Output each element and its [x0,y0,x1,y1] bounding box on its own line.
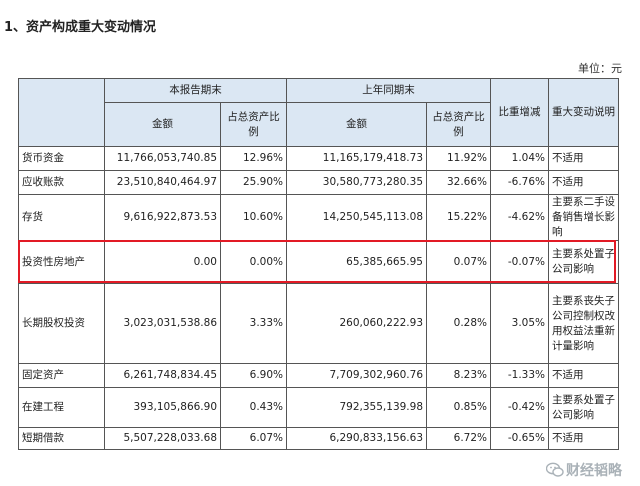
table-row: 存货 9,616,922,873.53 10.60% 14,250,545,11… [18,194,619,241]
row-item: 短期借款 [18,427,105,450]
row-current-amount: 23,510,840,464.97 [104,170,221,195]
row-ratio-change: -6.76% [490,170,549,195]
row-prior-share: 15.22% [426,194,491,241]
table-row: 在建工程 393,105,866.90 0.43% 792,355,139.98… [18,387,619,428]
row-prior-amount: 65,385,665.95 [286,240,427,284]
watermark-text: 财经韬略 [566,463,622,479]
row-explanation: 主要系处置子公司影响 [548,240,619,284]
row-item: 货币资金 [18,146,105,171]
header-prior-share: 占总资产比例 [426,102,491,147]
row-prior-share: 6.72% [426,427,491,450]
row-prior-share: 0.85% [426,387,491,428]
row-explanation: 主要系二手设备销售增长影响 [548,194,619,241]
row-prior-amount: 6,290,833,156.63 [286,427,427,450]
row-prior-share: 0.28% [426,283,491,364]
header-prior-amount: 金额 [286,102,427,147]
row-ratio-change: -0.42% [490,387,549,428]
row-prior-amount: 30,580,773,280.35 [286,170,427,195]
row-explanation: 主要系丧失子公司控制权改用权益法重新计量影响 [548,283,619,364]
row-ratio-change: -1.33% [490,363,549,388]
row-prior-share: 11.92% [426,146,491,171]
header-explanation: 重大变动说明 [548,78,619,147]
row-current-share: 3.33% [220,283,287,364]
row-current-amount: 3,023,031,538.86 [104,283,221,364]
wechat-icon [546,462,564,477]
row-explanation: 不适用 [548,363,619,388]
row-item: 投资性房地产 [18,240,105,284]
row-explanation: 不适用 [548,170,619,195]
row-ratio-change: -0.65% [490,427,549,450]
header-current-amount: 金额 [104,102,221,147]
row-prior-amount: 792,355,139.98 [286,387,427,428]
table-row: 投资性房地产 0.00 0.00% 65,385,665.95 0.07% -0… [18,240,619,284]
row-prior-amount: 14,250,545,113.08 [286,194,427,241]
row-current-amount: 0.00 [104,240,221,284]
row-prior-share: 0.07% [426,240,491,284]
row-current-share: 25.90% [220,170,287,195]
table-row: 货币资金 11,766,053,740.85 12.96% 11,165,179… [18,146,619,171]
header-item [18,78,105,147]
row-explanation: 不适用 [548,427,619,450]
row-current-amount: 11,766,053,740.85 [104,146,221,171]
header-current-period: 本报告期末 [104,78,287,103]
unit-label: 单位：元 [578,62,622,75]
row-prior-share: 8.23% [426,363,491,388]
row-prior-amount: 7,709,302,960.76 [286,363,427,388]
row-current-share: 6.90% [220,363,287,388]
table-row: 短期借款 5,507,228,033.68 6.07% 6,290,833,15… [18,427,619,450]
row-item: 应收账款 [18,170,105,195]
row-prior-amount: 11,165,179,418.73 [286,146,427,171]
row-ratio-change: -4.62% [490,194,549,241]
section-heading: 1、资产构成重大变动情况 [4,20,157,35]
row-explanation: 主要系处置子公司影响 [548,387,619,428]
row-explanation: 不适用 [548,146,619,171]
row-current-amount: 9,616,922,873.53 [104,194,221,241]
row-current-share: 6.07% [220,427,287,450]
row-prior-share: 32.66% [426,170,491,195]
header-current-share: 占总资产比例 [220,102,287,147]
row-ratio-change: -0.07% [490,240,549,284]
row-item: 在建工程 [18,387,105,428]
row-prior-amount: 260,060,222.93 [286,283,427,364]
row-current-share: 10.60% [220,194,287,241]
row-current-share: 0.43% [220,387,287,428]
table-row: 应收账款 23,510,840,464.97 25.90% 30,580,773… [18,170,619,195]
row-current-share: 0.00% [220,240,287,284]
header-prior-period: 上年同期末 [286,78,491,103]
row-current-amount: 6,261,748,834.45 [104,363,221,388]
header-ratio-change: 比重增减 [490,78,549,147]
row-ratio-change: 3.05% [490,283,549,364]
row-current-share: 12.96% [220,146,287,171]
row-ratio-change: 1.04% [490,146,549,171]
watermark: 财经韬略 [546,460,622,480]
row-item: 长期股权投资 [18,283,105,364]
row-item: 固定资产 [18,363,105,388]
asset-composition-table: 本报告期末 上年同期末 比重增减 重大变动说明 金额 占总资产比例 金额 占总资… [18,78,619,450]
table-row: 长期股权投资 3,023,031,538.86 3.33% 260,060,22… [18,283,619,364]
row-current-amount: 393,105,866.90 [104,387,221,428]
row-current-amount: 5,507,228,033.68 [104,427,221,450]
table-row: 固定资产 6,261,748,834.45 6.90% 7,709,302,96… [18,363,619,388]
row-item: 存货 [18,194,105,241]
